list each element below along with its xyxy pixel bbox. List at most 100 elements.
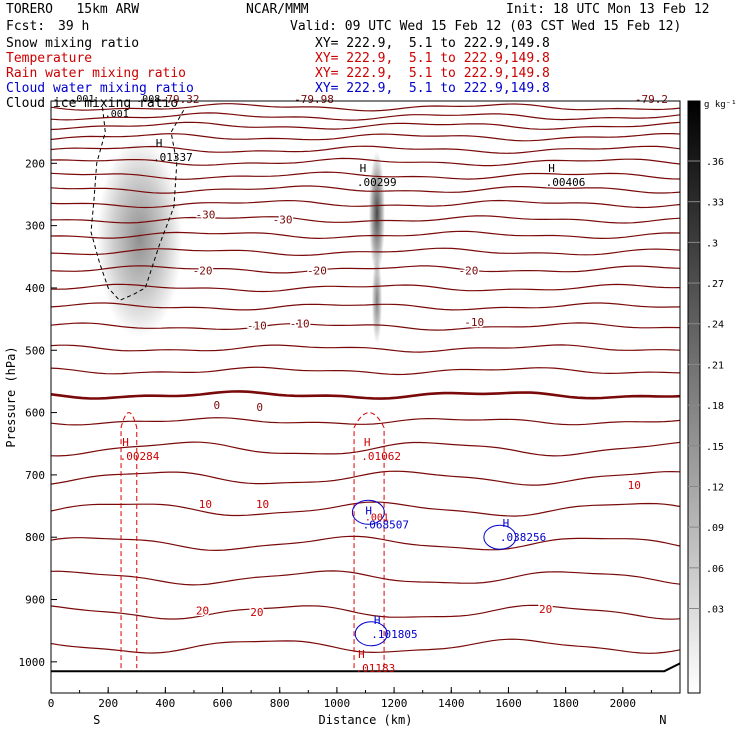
temperature-contour [51, 247, 680, 257]
colorbar-tick-label: .06 [706, 564, 724, 575]
temperature-label: 20 [250, 606, 263, 619]
temperature-label: 10 [256, 498, 269, 511]
field-name-cloud-ice: Cloud ice mixing ratio [6, 96, 179, 111]
colorbar-tick-label: .36 [706, 157, 724, 168]
x-tick-label: 1200 [381, 697, 408, 710]
max-marker-symbol: H [548, 162, 555, 175]
temperature-contour [51, 103, 680, 112]
temperature-contour [51, 230, 680, 240]
x-tick-label: 1800 [552, 697, 579, 710]
max-marker-value: .00284 [120, 450, 160, 463]
x-tick-label: 2000 [610, 697, 637, 710]
max-marker-value: .101805 [371, 628, 417, 641]
max-marker-symbol: H [360, 162, 367, 175]
max-marker-value: .01337 [153, 151, 193, 164]
temperature-contour [51, 604, 680, 620]
temperature-label: -10 [247, 319, 267, 332]
x-tick-label: 0 [48, 697, 55, 710]
colorbar-unit: g kg⁻¹ [704, 100, 737, 110]
right-end-label: N [659, 713, 666, 727]
temperature-contour [51, 638, 680, 654]
contour-label: .001 [365, 512, 389, 523]
temperature-label: -79.2 [635, 93, 668, 106]
temperature-contour [51, 283, 680, 293]
max-marker-value: .068507 [363, 519, 409, 532]
max-marker-value: .00406 [546, 176, 586, 189]
max-marker-symbol: H [374, 614, 381, 627]
max-marker-symbol: H [122, 436, 129, 449]
cloud-water-contour [354, 621, 388, 647]
temperature-label: 20 [196, 605, 209, 618]
temperature-label: -79.32 [160, 93, 200, 106]
temperature-label: 0 [256, 401, 263, 414]
temperature-contour [51, 185, 680, 194]
max-marker-value: .01062 [361, 450, 401, 463]
field-xy-cloud-ice: XY= 222.9, 5.1 to 222.9,149.8 [315, 81, 550, 96]
temperature-label: -20 [458, 264, 478, 277]
colorbar [687, 100, 701, 694]
temperature-contour [51, 535, 680, 552]
colorbar-tick-label: .3 [706, 238, 718, 249]
x-tick-label: 1600 [495, 697, 522, 710]
temperature-contour [51, 344, 680, 353]
field-name-temperature: Temperature [6, 51, 93, 66]
terrain-line [51, 662, 680, 673]
temperature-label: 20 [539, 603, 552, 616]
y-tick-label: 800 [25, 531, 45, 544]
forecast-hours: 39 h [58, 19, 90, 34]
temperature-label: -30 [195, 208, 215, 221]
valid-time: Valid: 09 UTC Wed 15 Feb 12 (03 CST Wed … [290, 19, 682, 34]
rain-water-contour [120, 412, 138, 669]
temperature-contour [51, 133, 680, 142]
x-tick-label: 200 [98, 697, 118, 710]
colorbar-tick-label: .33 [706, 198, 724, 209]
max-marker-symbol: H [503, 517, 510, 530]
x-tick-label: 1400 [438, 697, 465, 710]
field-xy-cloud-water: XY= 222.9, 5.1 to 222.9,149.8 [315, 66, 550, 81]
snow-shading-2 [371, 256, 383, 345]
cloud-ice-contour [90, 106, 186, 302]
snow-shading-1 [368, 150, 385, 276]
temperature-label: -10 [464, 316, 484, 329]
temperature-contour [51, 501, 680, 517]
colorbar-tick-label: .03 [706, 605, 724, 616]
y-tick-label: 600 [25, 407, 45, 420]
temperature-label: -30 [273, 213, 293, 226]
y-tick-label: 500 [25, 344, 45, 357]
temperature-contour [51, 322, 680, 331]
cloud-water-contour [351, 499, 385, 525]
max-marker-value: .00299 [357, 176, 397, 189]
field-xy-rain: XY= 222.9, 5.1 to 222.9,149.8 [315, 51, 550, 66]
x-tick-label: 800 [270, 697, 290, 710]
y-axis-title: Pressure (hPa) [4, 346, 18, 447]
x-tick-label: 600 [213, 697, 233, 710]
field-name-snow: Snow mixing ratio [6, 36, 140, 51]
temperature-contour [51, 366, 680, 376]
temperature-contour [51, 265, 680, 274]
contour-label: .008 [136, 94, 160, 105]
max-marker-value: .01183 [355, 662, 395, 675]
temperature-contour [51, 199, 680, 209]
y-tick-label: 200 [25, 157, 45, 170]
max-marker-value: .038256 [500, 531, 546, 544]
field-name-cloud-water: Cloud water mixing ratio [6, 81, 194, 96]
temperature-contour [51, 112, 680, 121]
y-tick-label: 900 [25, 594, 45, 607]
contour-label: .001 [105, 109, 129, 120]
colorbar-tick-label: .15 [706, 442, 724, 453]
x-tick-label: 400 [155, 697, 175, 710]
temperature-contour [51, 441, 680, 457]
temperature-contour [51, 570, 680, 586]
temperature-label: -20 [307, 264, 327, 277]
colorbar-tick-label: .18 [706, 401, 724, 412]
temperature-contour [51, 302, 680, 311]
x-axis-title: Distance (km) [319, 713, 413, 727]
left-end-label: S [93, 713, 100, 727]
field-xy-temperature: XY= 222.9, 5.1 to 222.9,149.8 [315, 36, 550, 51]
y-tick-label: 300 [25, 220, 45, 233]
temperature-label: 10 [628, 479, 641, 492]
field-name-rain: Rain water mixing ratio [6, 66, 187, 81]
org-label: NCAR/MMM [246, 2, 309, 17]
max-marker-symbol: H [156, 137, 163, 150]
